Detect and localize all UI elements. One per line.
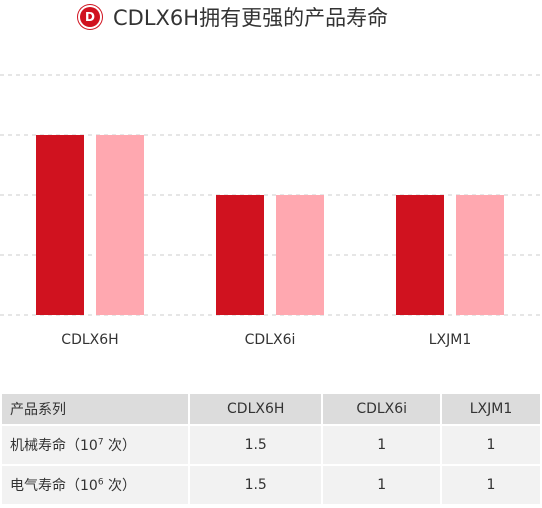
bar bbox=[36, 135, 84, 315]
value-cell: 1 bbox=[439, 464, 542, 506]
bar bbox=[456, 195, 504, 315]
table-row: 电气寿命（106 次） 1.5 1 1 bbox=[0, 464, 542, 506]
header-cell: CDLX6i bbox=[321, 392, 442, 426]
x-tick-label: CDLX6i bbox=[245, 332, 296, 348]
x-tick-label: LXJM1 bbox=[429, 332, 472, 348]
table-row: 机械寿命（107 次） 1.5 1 1 bbox=[0, 424, 542, 466]
value-cell: 1 bbox=[321, 464, 442, 506]
label-text: 电气寿命（10 bbox=[10, 478, 98, 494]
exponent: 7 bbox=[97, 437, 104, 448]
bar bbox=[216, 195, 264, 315]
bar bbox=[396, 195, 444, 315]
value-cell: 1 bbox=[321, 424, 442, 466]
header-row: 产品系列 CDLX6H CDLX6i LXJM1 bbox=[0, 392, 542, 426]
label-text: 次） bbox=[103, 438, 137, 454]
header-cell: CDLX6H bbox=[187, 392, 324, 426]
chart: CDLX6H CDLX6i LXJM1 bbox=[0, 74, 542, 348]
header-cell: LXJM1 bbox=[439, 392, 542, 426]
row-label: 电气寿命（106 次） bbox=[0, 464, 190, 506]
value-cell: 1 bbox=[439, 424, 542, 466]
bar bbox=[96, 135, 144, 315]
value-cell: 1.5 bbox=[187, 464, 324, 506]
exponent: 6 bbox=[97, 477, 104, 488]
logo: D bbox=[80, 7, 100, 27]
value-cell: 1.5 bbox=[187, 424, 324, 466]
data-table: 产品系列 CDLX6H CDLX6i LXJM1 机械寿命（107 次） 1.5 1 1 电气寿… bbox=[0, 392, 542, 506]
row-label: 机械寿命（107 次） bbox=[0, 424, 190, 466]
header-cell: 产品系列 bbox=[0, 392, 190, 426]
title: CDLX6H拥有更强的产品寿命 bbox=[113, 6, 389, 30]
title-bar: D CDLX6H拥有更强的产品寿命 bbox=[80, 2, 388, 32]
label-text: 机械寿命（10 bbox=[10, 438, 98, 454]
label-text: 次） bbox=[103, 478, 137, 494]
bar bbox=[276, 195, 324, 315]
x-tick-label: CDLX6H bbox=[61, 332, 118, 348]
